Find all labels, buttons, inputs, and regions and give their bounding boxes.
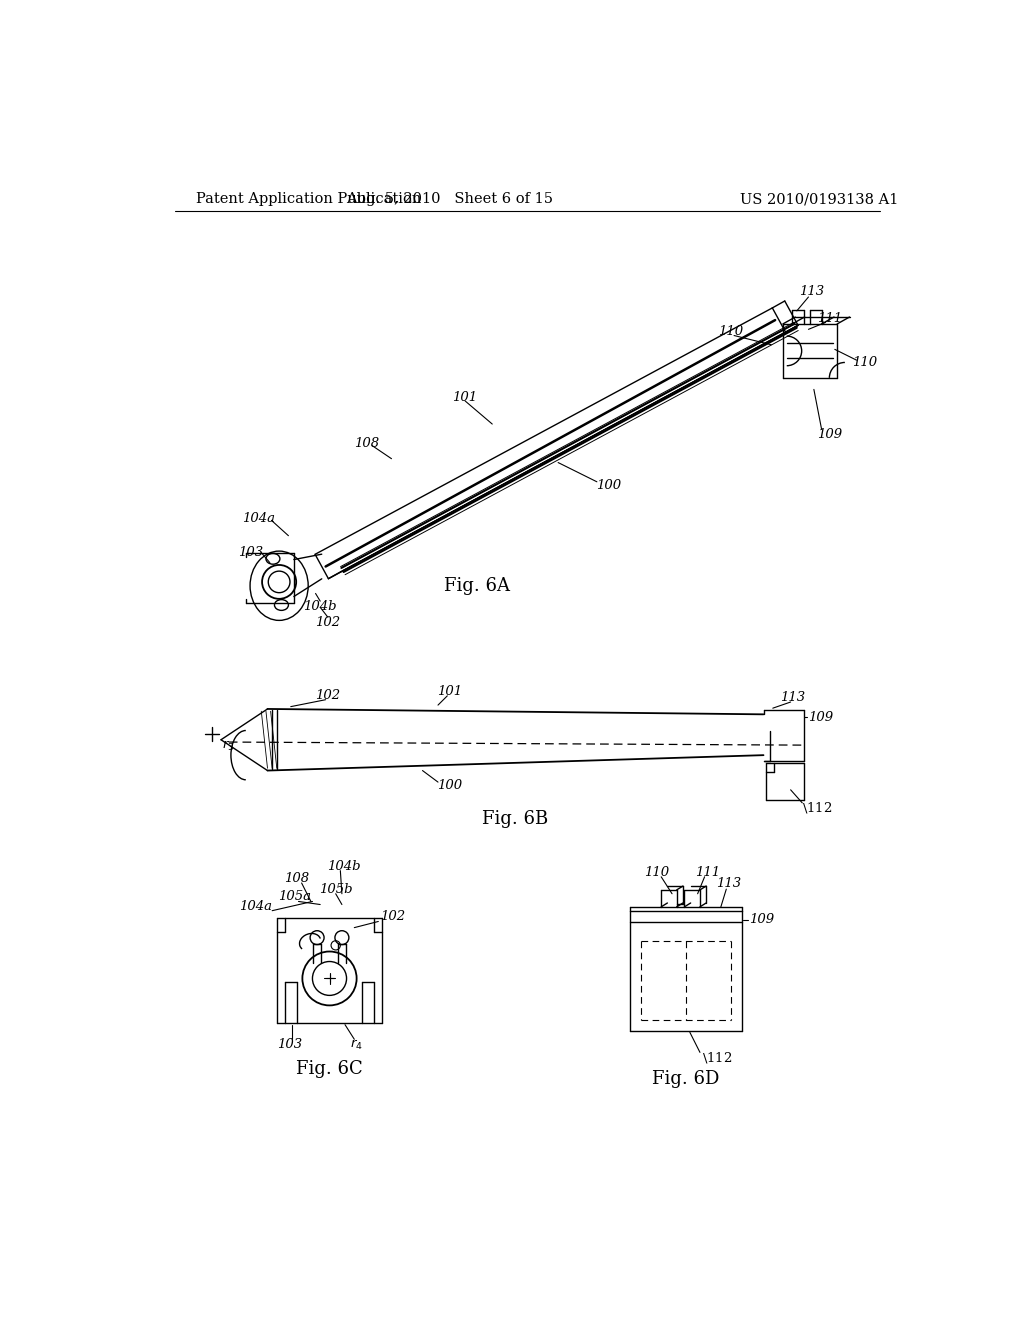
Text: 105b: 105b — [318, 883, 352, 896]
Text: Fig. 6C: Fig. 6C — [296, 1060, 362, 1078]
Text: Fig. 6A: Fig. 6A — [443, 577, 510, 595]
Text: 104a: 104a — [242, 512, 274, 525]
Text: Patent Application Publication: Patent Application Publication — [197, 193, 422, 206]
Text: 102: 102 — [315, 689, 341, 702]
Text: 113: 113 — [716, 878, 741, 890]
Text: 104b: 104b — [327, 859, 360, 873]
Text: US 2010/0193138 A1: US 2010/0193138 A1 — [740, 193, 899, 206]
Text: Fig. 6B: Fig. 6B — [482, 810, 549, 828]
Text: Aug. 5, 2010   Sheet 6 of 15: Aug. 5, 2010 Sheet 6 of 15 — [346, 193, 553, 206]
Text: 110: 110 — [852, 356, 877, 370]
Text: $r_4$: $r_4$ — [350, 1038, 364, 1052]
Text: 101: 101 — [453, 391, 477, 404]
Text: 110: 110 — [719, 325, 743, 338]
Text: 113: 113 — [799, 285, 824, 298]
Text: 108: 108 — [354, 437, 379, 450]
Text: 108: 108 — [285, 871, 309, 884]
Text: 111: 111 — [695, 866, 720, 879]
Text: 109: 109 — [817, 428, 842, 441]
Text: 103: 103 — [276, 1038, 302, 1051]
Text: 101: 101 — [437, 685, 462, 698]
Text: 110: 110 — [644, 866, 669, 879]
Text: $r_3$: $r_3$ — [222, 739, 236, 752]
Text: 100: 100 — [437, 779, 462, 792]
Text: 102: 102 — [315, 616, 341, 630]
Text: Fig. 6D: Fig. 6D — [652, 1069, 720, 1088]
Text: 113: 113 — [780, 690, 806, 704]
Text: 109: 109 — [750, 913, 775, 927]
Text: $\backslash$112: $\backslash$112 — [802, 800, 833, 814]
Text: 111: 111 — [817, 312, 842, 325]
Text: 104b: 104b — [303, 601, 337, 612]
Text: 103: 103 — [238, 546, 263, 560]
Text: 100: 100 — [596, 479, 622, 492]
Text: 109: 109 — [809, 711, 834, 723]
Text: $\backslash$112: $\backslash$112 — [701, 1051, 732, 1065]
Text: 105a: 105a — [279, 890, 311, 903]
Text: 102: 102 — [380, 911, 406, 924]
Text: 104a: 104a — [240, 899, 272, 912]
